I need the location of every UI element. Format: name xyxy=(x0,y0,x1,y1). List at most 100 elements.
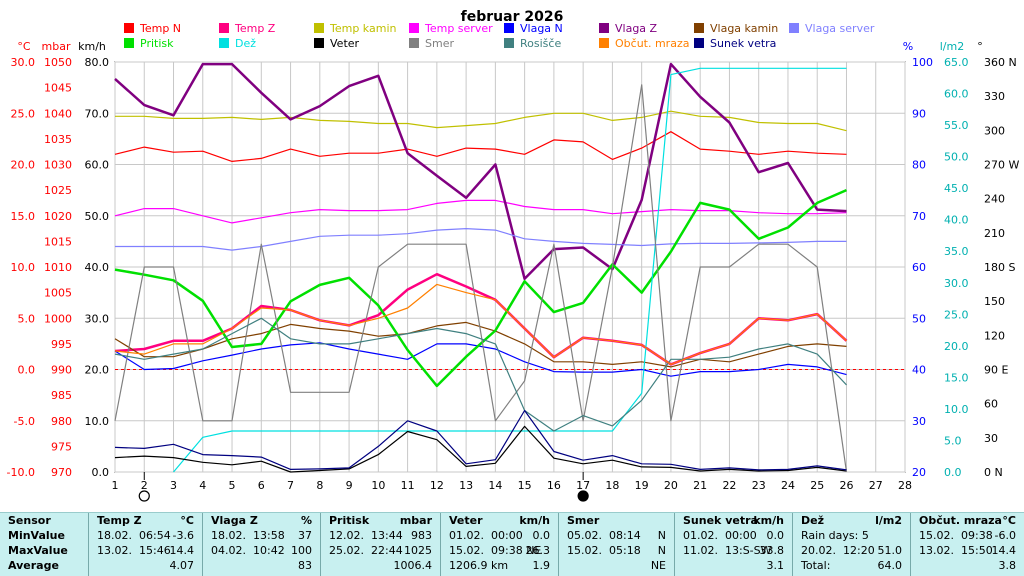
stat-cell: 00:00 xyxy=(725,529,757,542)
stat-cell: 1.9 xyxy=(532,559,551,572)
legend-swatch xyxy=(409,38,419,48)
stat-cell: MaxValue xyxy=(8,544,68,557)
stat-cell: km/h xyxy=(753,514,784,527)
pressure-axis-tick: 1030 xyxy=(44,159,72,172)
stat-column: Vlaga Z% 18.02. 13:58 37 04.02. 10:42 100 83 xyxy=(202,513,320,576)
stat-row: Sunek vetra km/h xyxy=(679,513,788,528)
stat-cell: 83 xyxy=(298,559,312,572)
rain-axis-tick: 55.0 xyxy=(944,119,969,132)
temp-axis-tick: 15.0 xyxy=(11,210,36,223)
humidity-axis-tick: 20 xyxy=(912,466,926,479)
legend-swatch xyxy=(219,38,229,48)
stat-row: 13.02. 15:50 14.4 xyxy=(915,543,1020,558)
humidity-axis-tick: 50 xyxy=(912,312,926,325)
x-tick-label: 14 xyxy=(488,479,502,492)
x-tick-label: 16 xyxy=(547,479,561,492)
legend-label: Temp N xyxy=(139,22,181,35)
legend-swatch xyxy=(314,23,324,33)
x-tick-label: 21 xyxy=(693,479,707,492)
direction-axis-tick: 0 N xyxy=(984,466,1003,479)
stat-row: MaxValue xyxy=(4,543,84,558)
direction-axis-tick: 330 xyxy=(984,90,1005,103)
pressure-axis-tick: 1050 xyxy=(44,56,72,69)
stat-cell: 13:58 xyxy=(253,529,285,542)
wind-axis-tick: 20.0 xyxy=(85,364,110,377)
series-sunek-vetra xyxy=(114,409,847,471)
stat-cell: 12.02. xyxy=(329,529,364,542)
stat-cell: 10:42 xyxy=(253,544,285,557)
stat-cell: 15.02. xyxy=(919,529,954,542)
temp-axis-tick: 0.0 xyxy=(18,364,36,377)
stat-cell: 09:38 NE xyxy=(491,544,542,557)
legend-swatch xyxy=(599,23,609,33)
stat-cell: Pritisk xyxy=(329,514,370,527)
stat-cell: 983 xyxy=(411,529,432,542)
stat-cell: 20.02. xyxy=(801,544,836,557)
stat-cell: Temp Z xyxy=(97,514,142,527)
legend-label: Vlaga Z xyxy=(615,22,658,35)
stat-cell: 04.02. xyxy=(211,544,246,557)
x-tick-label: 4 xyxy=(199,479,206,492)
stat-cell: 15.02. xyxy=(567,544,602,557)
legend-label: Dež xyxy=(235,37,256,50)
stat-column: Veter km/h 01.02. 00:00 0.0 15.02. 09:38 NE 26.… xyxy=(440,513,558,576)
legend-swatch xyxy=(409,23,419,33)
stat-cell: Sensor xyxy=(8,514,51,527)
legend-label: Rosišče xyxy=(520,37,561,50)
rain-axis-tick: 5.0 xyxy=(944,434,962,447)
stat-cell: 22:44 xyxy=(371,544,403,557)
stat-cell: 3.8 xyxy=(998,559,1017,572)
stat-cell: Sunek vetra xyxy=(683,514,758,527)
stat-row: Vlaga Z% xyxy=(207,513,316,528)
stat-cell: 05:18 xyxy=(609,544,641,557)
stat-row: 13.02. 15:46 14.4 xyxy=(93,543,198,558)
statistics-table: Sensor MinValue MaxValue Average Temp Z °C 18.… xyxy=(0,512,1024,576)
stat-cell: N xyxy=(657,529,666,542)
stat-cell: 37 xyxy=(298,529,312,542)
stat-column: Pritisk mbar 12.02. 13:44 983 25.02. 22:44 1025… xyxy=(320,513,440,576)
x-tick-label: 6 xyxy=(258,479,265,492)
x-tick-label: 18 xyxy=(605,479,619,492)
stat-cell: 01.02. xyxy=(683,529,718,542)
humidity-axis-tick: 80 xyxy=(912,159,926,172)
legend-label: Sunek vetra xyxy=(710,37,776,50)
temp-axis-tick: -5.0 xyxy=(14,415,35,428)
stat-cell: 12:20 xyxy=(843,544,875,557)
stat-cell: 05.02. xyxy=(567,529,602,542)
stat-row: Temp Z °C xyxy=(93,513,198,528)
stat-cell: 1006.4 xyxy=(393,559,433,572)
stat-row: NE xyxy=(563,558,670,573)
humidity-axis-tick: 100 xyxy=(912,56,933,69)
x-tick-label: 2 xyxy=(141,479,148,492)
stat-cell: 26.3 xyxy=(525,544,551,557)
series-ob-ut-mraza xyxy=(114,283,847,365)
pressure-axis-tick: 975 xyxy=(51,440,72,453)
x-tick-label: 3 xyxy=(170,479,177,492)
rain-axis-tick: 20.0 xyxy=(944,340,969,353)
stat-row: Sensor xyxy=(4,513,84,528)
pressure-axis-tick: 1035 xyxy=(44,133,72,146)
direction-axis-tick: 210 xyxy=(984,227,1005,240)
stat-cell: 100 xyxy=(291,544,312,557)
stat-column: Temp Z °C 18.02. 06:54 -3.6 13.02. 15:46 14.4 4.… xyxy=(88,513,202,576)
wind-axis-tick: 80.0 xyxy=(85,56,110,69)
stat-cell: -6.0 xyxy=(994,529,1016,542)
rain-axis-tick: 15.0 xyxy=(944,371,969,384)
temp-axis-tick: 30.0 xyxy=(11,56,36,69)
stat-cell: 0.0 xyxy=(766,529,785,542)
x-tick-label: 7 xyxy=(287,479,294,492)
stat-cell: Smer xyxy=(567,514,600,527)
stat-cell: 15.02. xyxy=(449,544,484,557)
series-smer xyxy=(114,84,848,473)
stat-cell: 14.4 xyxy=(991,544,1017,557)
temp-axis-tick: 25.0 xyxy=(11,107,36,120)
stat-cell: 33.8 xyxy=(759,544,785,557)
stat-cell: -3.6 xyxy=(172,529,194,542)
wind-axis-tick: 30.0 xyxy=(85,312,110,325)
stat-row: 3.8 xyxy=(915,558,1020,573)
legend-swatch xyxy=(694,38,704,48)
stat-row: 25.02. 22:44 1025 xyxy=(325,543,436,558)
pressure-axis-tick: 1020 xyxy=(44,210,72,223)
stat-row: 1006.4 xyxy=(325,558,436,573)
x-tick-label: 1 xyxy=(112,479,119,492)
